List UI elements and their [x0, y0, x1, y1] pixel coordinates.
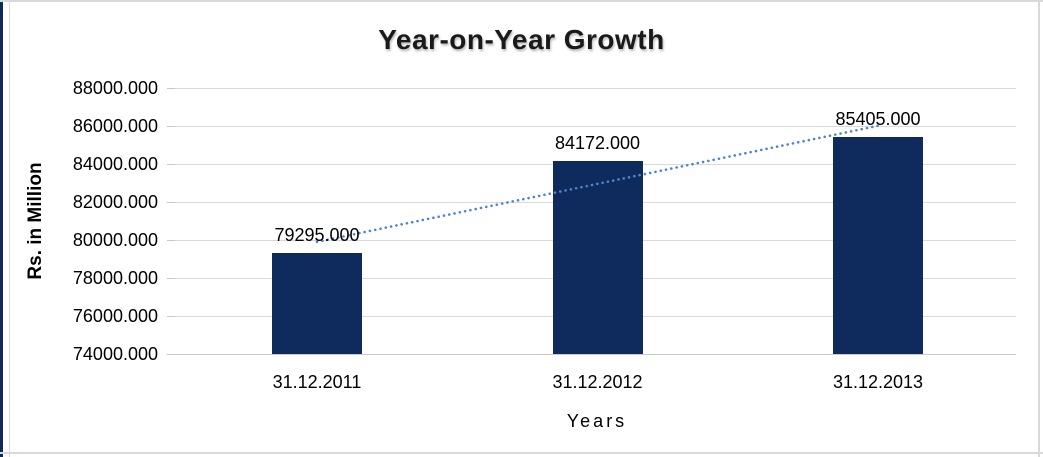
y-tick-label: 78000.000 [72, 268, 158, 288]
x-axis-title: Years [566, 411, 628, 431]
y-axis-tick [167, 278, 175, 279]
x-category-label: 31.12.2013 [832, 372, 924, 392]
y-tick-label: 80000.000 [72, 230, 158, 250]
bar-value-label: 85405.000 [835, 109, 921, 130]
x-category-label: 31.12.2012 [552, 372, 643, 392]
left-frame-line [9, 0, 10, 457]
y-axis-tick [167, 240, 175, 241]
y-tick-label: 82000.000 [72, 192, 158, 212]
y-axis-tick [167, 316, 175, 317]
y-axis-tick [167, 164, 175, 165]
bar [552, 160, 643, 354]
y-tick-label: 86000.000 [72, 116, 158, 136]
y-axis-tick [167, 88, 175, 89]
frame-border-top [0, 0, 1043, 2]
y-tick-label: 74000.000 [72, 344, 158, 364]
frame-border-right [1038, 0, 1040, 457]
left-accent-strip [0, 0, 3, 457]
bar-value-label: 79295.000 [274, 225, 360, 246]
y-tick-label: 88000.000 [72, 78, 158, 98]
y-axis-tick [167, 126, 175, 127]
y-axis-title: Rs. in Million [25, 162, 46, 280]
y-tick-label: 76000.000 [72, 306, 158, 326]
y-tick-label: 84000.000 [72, 154, 158, 174]
y-axis-tick [167, 202, 175, 203]
y-axis-tick [167, 354, 175, 355]
bar-value-label: 84172.000 [554, 132, 641, 153]
chart-title: Year-on-Year Growth [378, 24, 665, 55]
bar [272, 253, 362, 354]
x-category-label: 31.12.2011 [272, 372, 362, 392]
gridline [175, 354, 1016, 355]
bar [833, 137, 923, 354]
frame-border-bottom [0, 452, 1043, 454]
gridline [175, 88, 1016, 89]
